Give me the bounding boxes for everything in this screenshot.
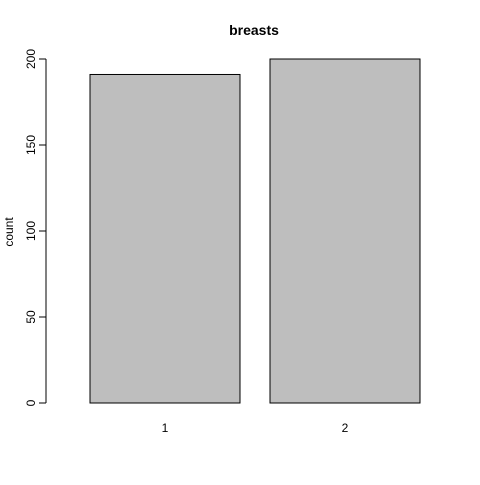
bar-1 <box>89 73 241 404</box>
x-tick-label: 1 <box>162 421 169 435</box>
y-tick-label: 150 <box>24 135 38 155</box>
y-axis-label: count <box>2 217 16 247</box>
y-tick-label: 50 <box>24 310 38 324</box>
x-tick-label: 2 <box>342 421 349 435</box>
chart-title: breasts <box>229 22 279 38</box>
y-tick-label: 200 <box>24 49 38 69</box>
y-axis: 0 50 100 150 200 <box>24 49 47 406</box>
y-tick-label: 0 <box>24 399 38 406</box>
bar-2 <box>269 58 421 404</box>
y-tick-label: 100 <box>24 221 38 241</box>
bars-group <box>89 58 421 404</box>
